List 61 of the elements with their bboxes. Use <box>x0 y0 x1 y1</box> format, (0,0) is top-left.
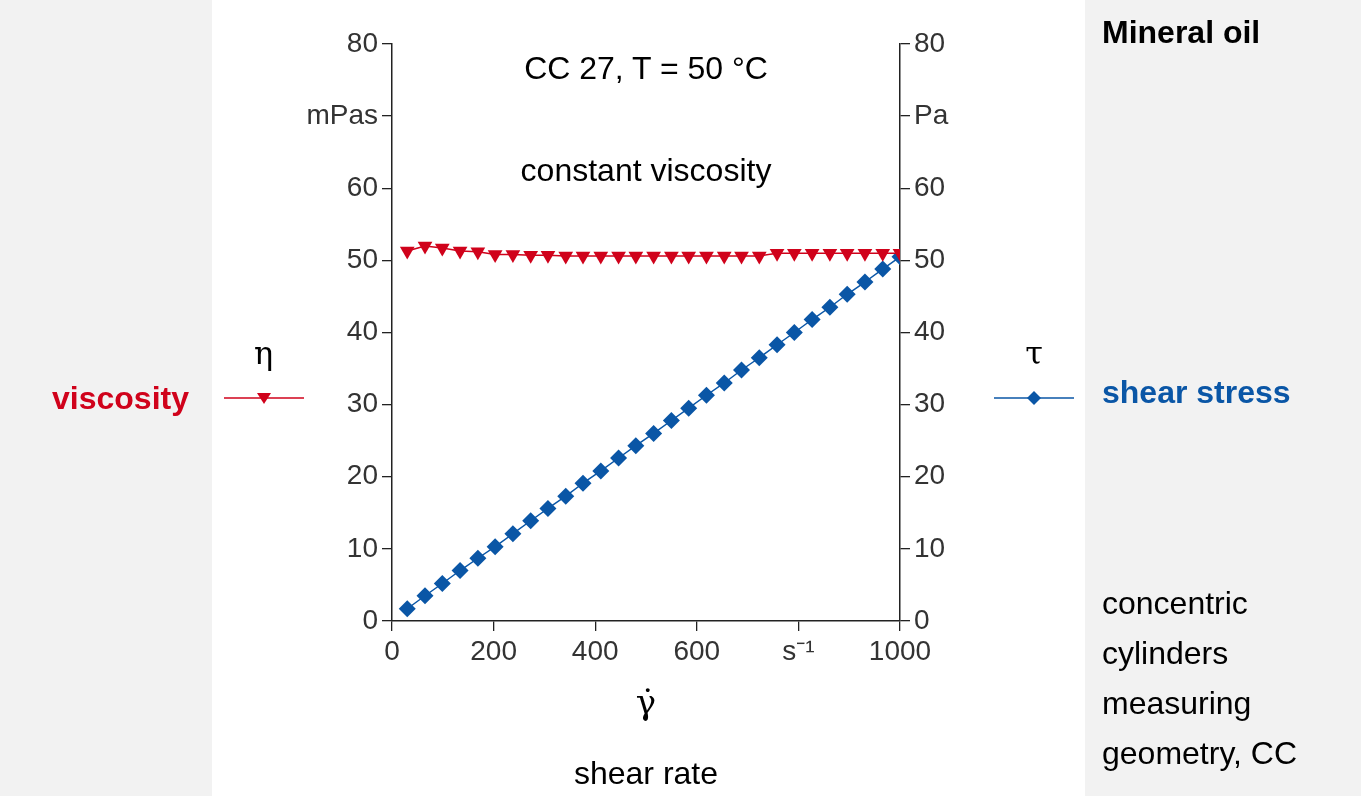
y-axis-title: η <box>252 334 275 372</box>
y2-tick-label: 0 <box>914 603 930 635</box>
point <box>768 336 786 354</box>
y2-tick-label: Pa <box>914 98 949 130</box>
point <box>680 399 698 417</box>
point <box>451 562 469 580</box>
x-tick-label: 1000 <box>868 634 932 666</box>
y2-tick-label: 40 <box>914 315 946 347</box>
point <box>662 411 680 429</box>
point <box>574 474 592 492</box>
point <box>610 449 628 467</box>
point <box>504 525 522 543</box>
point <box>785 324 803 341</box>
point <box>522 512 540 530</box>
annotation: constant viscosity <box>519 152 773 189</box>
x-tick-label: s⁻¹ <box>782 634 815 666</box>
point <box>821 298 839 316</box>
point <box>750 349 768 367</box>
x-tick-label: 400 <box>571 634 619 666</box>
text: viscosity <box>52 380 189 417</box>
text: concentric cylinders measuring geometry, CC <box>1102 584 1298 773</box>
y-tick-label: mPas <box>306 98 378 130</box>
y2-tick-label: 60 <box>914 170 946 202</box>
point <box>627 437 645 455</box>
y-tick-label: 10 <box>346 531 378 563</box>
y-tick-label: 50 <box>346 243 378 275</box>
point <box>803 311 821 329</box>
point <box>874 260 892 278</box>
y-tick-label: 60 <box>346 170 378 202</box>
y2-tick-label: 50 <box>914 243 946 275</box>
y-tick-label: 0 <box>362 603 378 635</box>
y2-tick-label: 30 <box>914 387 946 419</box>
annotation: CC 27, T = 50 °C <box>523 50 769 87</box>
point <box>539 499 557 517</box>
x-tick-label: 200 <box>470 634 517 666</box>
point <box>398 600 416 618</box>
y-tick-label: 20 <box>346 459 378 491</box>
y-tick-label: 40 <box>346 315 378 347</box>
y-tick-label: 80 <box>346 26 378 58</box>
point <box>592 462 610 480</box>
point <box>856 273 874 291</box>
y2-tick-label: 20 <box>914 459 946 491</box>
point <box>469 549 487 567</box>
text: Mineral oil <box>1102 14 1261 51</box>
point <box>715 374 733 392</box>
y2-tick-label: 10 <box>914 531 946 563</box>
point <box>486 538 504 556</box>
y2-tick-label: 80 <box>914 26 946 58</box>
point <box>697 386 715 404</box>
point <box>433 575 451 592</box>
y2-axis-title: τ <box>1024 334 1044 372</box>
point <box>557 487 575 505</box>
point <box>733 361 750 379</box>
x-tick-label: 600 <box>673 634 721 666</box>
x-axis-title: γ̇ shear rate <box>572 682 720 792</box>
point <box>645 424 663 442</box>
point <box>416 587 434 605</box>
y-tick-label: 30 <box>346 387 378 419</box>
point <box>838 285 856 303</box>
x-tick-label: 0 <box>384 634 400 666</box>
legend-label: shear stress <box>1102 374 1291 411</box>
